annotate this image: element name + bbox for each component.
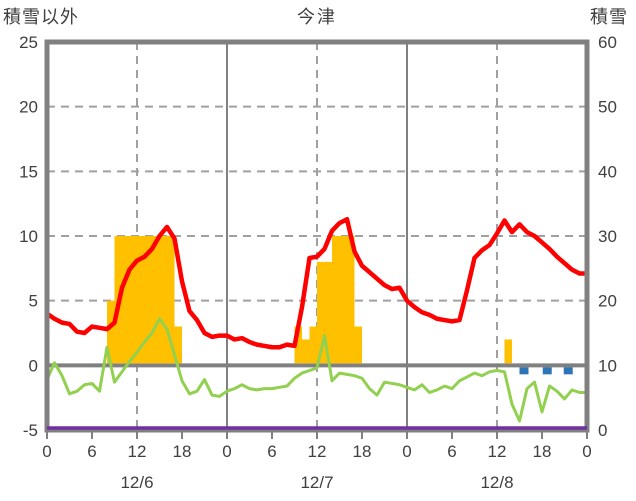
bar bbox=[122, 236, 130, 364]
x-tick-marks bbox=[46, 432, 588, 439]
svg-text:40: 40 bbox=[598, 162, 617, 181]
svg-text:12: 12 bbox=[488, 442, 507, 461]
red-line bbox=[44, 216, 590, 350]
left-axis-tick-labels: 25 20 15 10 5 0 -5 bbox=[19, 33, 38, 440]
blue-markers bbox=[519, 367, 573, 375]
svg-text:18: 18 bbox=[353, 442, 372, 461]
svg-text:6: 6 bbox=[87, 442, 96, 461]
svg-text:18: 18 bbox=[533, 442, 552, 461]
x-axis-date-labels: 12/6 12/7 12/8 bbox=[120, 473, 513, 492]
svg-text:6: 6 bbox=[267, 442, 276, 461]
bar bbox=[137, 236, 145, 364]
svg-text:12/6: 12/6 bbox=[120, 473, 153, 492]
svg-text:0: 0 bbox=[222, 442, 231, 461]
bar bbox=[347, 236, 355, 364]
svg-text:20: 20 bbox=[598, 292, 617, 311]
bar bbox=[159, 236, 167, 364]
bar bbox=[354, 326, 362, 364]
svg-text:30: 30 bbox=[598, 227, 617, 246]
blue-marker bbox=[563, 367, 573, 375]
svg-text:0: 0 bbox=[598, 421, 607, 440]
bar bbox=[294, 326, 302, 364]
svg-text:0: 0 bbox=[29, 356, 38, 375]
right-axis-tick-labels: 60 50 40 30 20 10 0 bbox=[598, 33, 617, 440]
svg-text:60: 60 bbox=[598, 33, 617, 52]
svg-text:12/8: 12/8 bbox=[480, 473, 513, 492]
bar bbox=[317, 261, 325, 364]
bar bbox=[167, 236, 175, 364]
svg-text:18: 18 bbox=[173, 442, 192, 461]
green-line bbox=[45, 317, 589, 423]
bar bbox=[324, 261, 332, 364]
svg-text:15: 15 bbox=[19, 162, 38, 181]
plot-border bbox=[44, 39, 590, 433]
orange-bars bbox=[107, 236, 512, 364]
bar bbox=[144, 236, 152, 364]
svg-text:10: 10 bbox=[19, 227, 38, 246]
bar bbox=[504, 339, 512, 364]
bar bbox=[339, 236, 347, 364]
svg-text:-5: -5 bbox=[23, 421, 38, 440]
right-axis-title: 積雪 bbox=[590, 7, 628, 27]
svg-text:0: 0 bbox=[402, 442, 411, 461]
svg-text:25: 25 bbox=[19, 33, 38, 52]
blue-marker bbox=[542, 367, 552, 375]
svg-text:5: 5 bbox=[29, 292, 38, 311]
bar bbox=[129, 236, 137, 364]
svg-text:0: 0 bbox=[42, 442, 51, 461]
bar bbox=[309, 326, 317, 364]
chart-title: 今津 bbox=[297, 7, 337, 27]
bar bbox=[107, 300, 115, 364]
svg-text:10: 10 bbox=[598, 356, 617, 375]
bar bbox=[152, 236, 160, 364]
svg-text:0: 0 bbox=[582, 442, 591, 461]
blue-marker bbox=[519, 367, 529, 375]
svg-text:50: 50 bbox=[598, 98, 617, 117]
svg-text:12: 12 bbox=[128, 442, 147, 461]
left-axis-title: 積雪以外 bbox=[3, 7, 79, 27]
bar bbox=[332, 236, 340, 364]
x-axis-tick-labels: 0 6 12 18 0 6 12 18 0 6 12 18 0 bbox=[42, 442, 591, 461]
svg-text:20: 20 bbox=[19, 98, 38, 117]
bar bbox=[174, 326, 182, 364]
svg-text:6: 6 bbox=[447, 442, 456, 461]
bar bbox=[302, 339, 310, 364]
svg-text:12: 12 bbox=[308, 442, 327, 461]
svg-text:12/7: 12/7 bbox=[300, 473, 333, 492]
